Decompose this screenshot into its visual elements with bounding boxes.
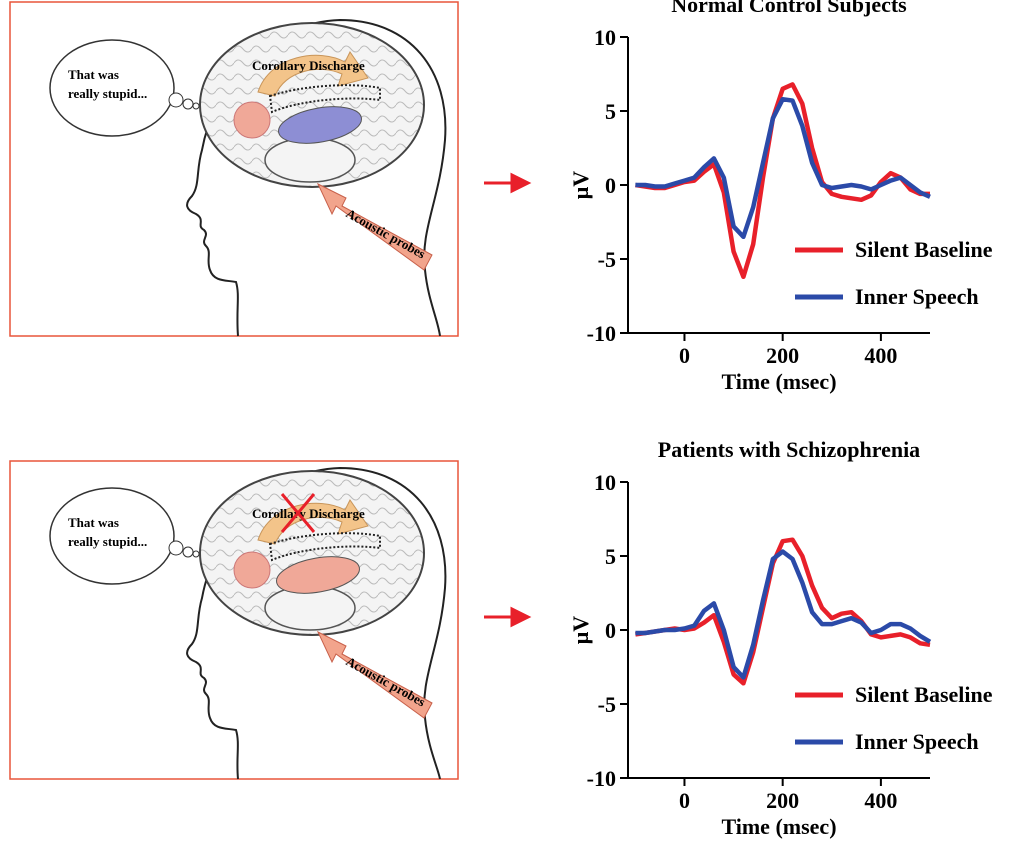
thought-dot [169, 541, 183, 555]
probe-label: Acoustic probes [344, 654, 428, 710]
x-tick-label: 200 [766, 788, 799, 813]
thought-text: That was [68, 515, 119, 530]
x-axis-label: Time (msec) [721, 369, 836, 394]
y-axis-label: μV [568, 171, 593, 199]
x-axis-label: Time (msec) [721, 814, 836, 839]
frontal-region [234, 102, 270, 138]
illustration: That was really stupid... Corollary Disc… [50, 468, 445, 779]
thought-dot [193, 103, 199, 109]
y-tick-label: 0 [605, 173, 616, 198]
thought-dot [183, 99, 193, 109]
discharge-label: Corollary Discharge [252, 506, 365, 521]
y-tick-label: 5 [605, 99, 616, 124]
thought-dot [169, 93, 183, 107]
y-tick-label: -5 [598, 692, 616, 717]
thought-dot [183, 547, 193, 557]
thought-text: really stupid... [68, 86, 147, 101]
temporal-lobe [265, 138, 355, 182]
connector-arrow [484, 609, 528, 625]
y-tick-label: 5 [605, 544, 616, 569]
x-tick-label: 400 [864, 788, 897, 813]
legend-label: Inner Speech [855, 729, 979, 754]
x-tick-label: 200 [766, 343, 799, 368]
x-tick-label: 0 [679, 343, 690, 368]
x-tick-label: 400 [864, 343, 897, 368]
chart-title: Patients with Schizophrenia [658, 437, 920, 462]
discharge-label: Corollary Discharge [252, 58, 365, 73]
y-tick-label: -10 [587, 321, 616, 346]
series-line [635, 540, 930, 684]
thought-text: That was [68, 67, 119, 82]
y-tick-label: 10 [594, 25, 616, 50]
illustration: That was really stupid... Corollary Disc… [50, 20, 445, 336]
figure: That was really stupid... Corollary Disc… [0, 0, 1034, 844]
y-tick-label: 10 [594, 470, 616, 495]
series-line [635, 99, 930, 237]
thought-dot [193, 551, 199, 557]
y-tick-label: -10 [587, 766, 616, 791]
y-tick-label: 0 [605, 618, 616, 643]
legend-label: Silent Baseline [855, 682, 993, 707]
frontal-region [234, 552, 270, 588]
series-line [635, 552, 930, 678]
charts: Normal Control Subjects -10 -5 0 5 10 0 200 400 T… [568, 0, 993, 839]
thought-text: really stupid... [68, 534, 147, 549]
legend-label: Silent Baseline [855, 237, 993, 262]
chart-title: Normal Control Subjects [671, 0, 907, 17]
probe-label: Acoustic probes [344, 206, 428, 262]
x-tick-label: 0 [679, 788, 690, 813]
y-tick-label: -5 [598, 247, 616, 272]
y-axis-label: μV [568, 616, 593, 644]
connector-arrow [484, 175, 528, 191]
legend-label: Inner Speech [855, 284, 979, 309]
